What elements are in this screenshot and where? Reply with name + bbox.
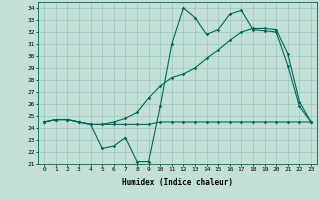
X-axis label: Humidex (Indice chaleur): Humidex (Indice chaleur) xyxy=(122,178,233,187)
